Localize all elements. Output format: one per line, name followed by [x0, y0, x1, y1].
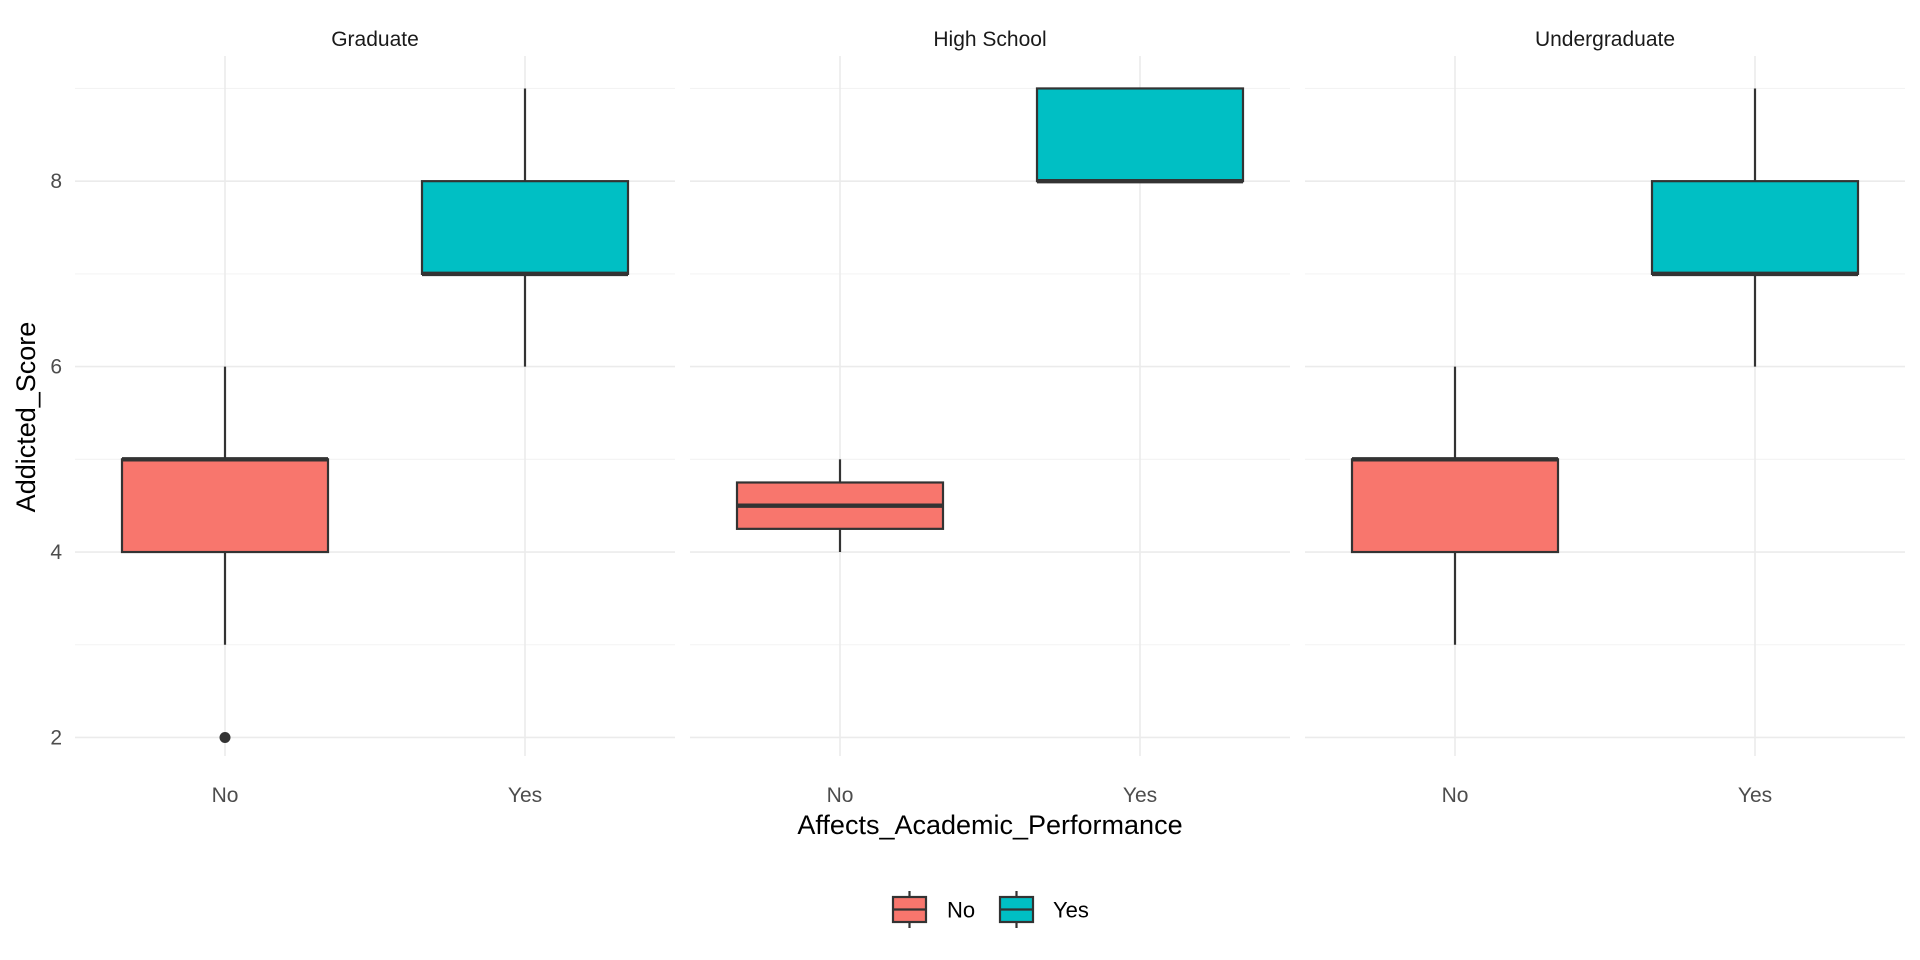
x-tick-label: No: [212, 784, 239, 807]
box-rect: [1650, 180, 1860, 275]
legend: No Yes: [891, 891, 1089, 928]
box-no: [1350, 366, 1560, 645]
x-tick-label: Yes: [508, 784, 542, 807]
y-axis: 2 4 6 8: [50, 170, 62, 749]
panel-undergraduate: Undergraduate No Yes: [1305, 28, 1905, 807]
outlier-point: [219, 731, 231, 743]
box-rect: [420, 180, 630, 275]
legend-label: No: [947, 898, 975, 923]
panel-graduate: Graduate No Yes: [75, 28, 675, 807]
box-rect: [1350, 458, 1560, 554]
panel-high-school: High School No Yes: [690, 28, 1290, 807]
x-tick-label: Yes: [1123, 784, 1157, 807]
legend-label: Yes: [1053, 898, 1089, 923]
box-no: [735, 459, 945, 553]
box-yes: [1650, 88, 1860, 367]
box-yes: [1035, 87, 1245, 184]
box-rect: [1035, 87, 1245, 183]
box-no: [120, 366, 330, 743]
x-tick-label: No: [827, 784, 854, 807]
facet-label: Graduate: [331, 28, 419, 51]
legend-item-no: No: [891, 891, 975, 928]
y-axis-title: Addicted_Score: [11, 322, 41, 513]
y-tick-label: 2: [50, 726, 62, 749]
facet-label: Undergraduate: [1535, 28, 1675, 51]
y-tick-label: 4: [50, 541, 62, 564]
x-axis-title: Affects_Academic_Performance: [797, 810, 1182, 840]
box-yes: [420, 88, 630, 367]
y-tick-label: 6: [50, 356, 62, 379]
x-tick-label: No: [1442, 784, 1469, 807]
y-tick-label: 8: [50, 170, 62, 193]
x-tick-label: Yes: [1738, 784, 1772, 807]
legend-item-yes: Yes: [998, 891, 1089, 928]
box-rect: [120, 458, 330, 554]
facet-label: High School: [933, 28, 1046, 51]
